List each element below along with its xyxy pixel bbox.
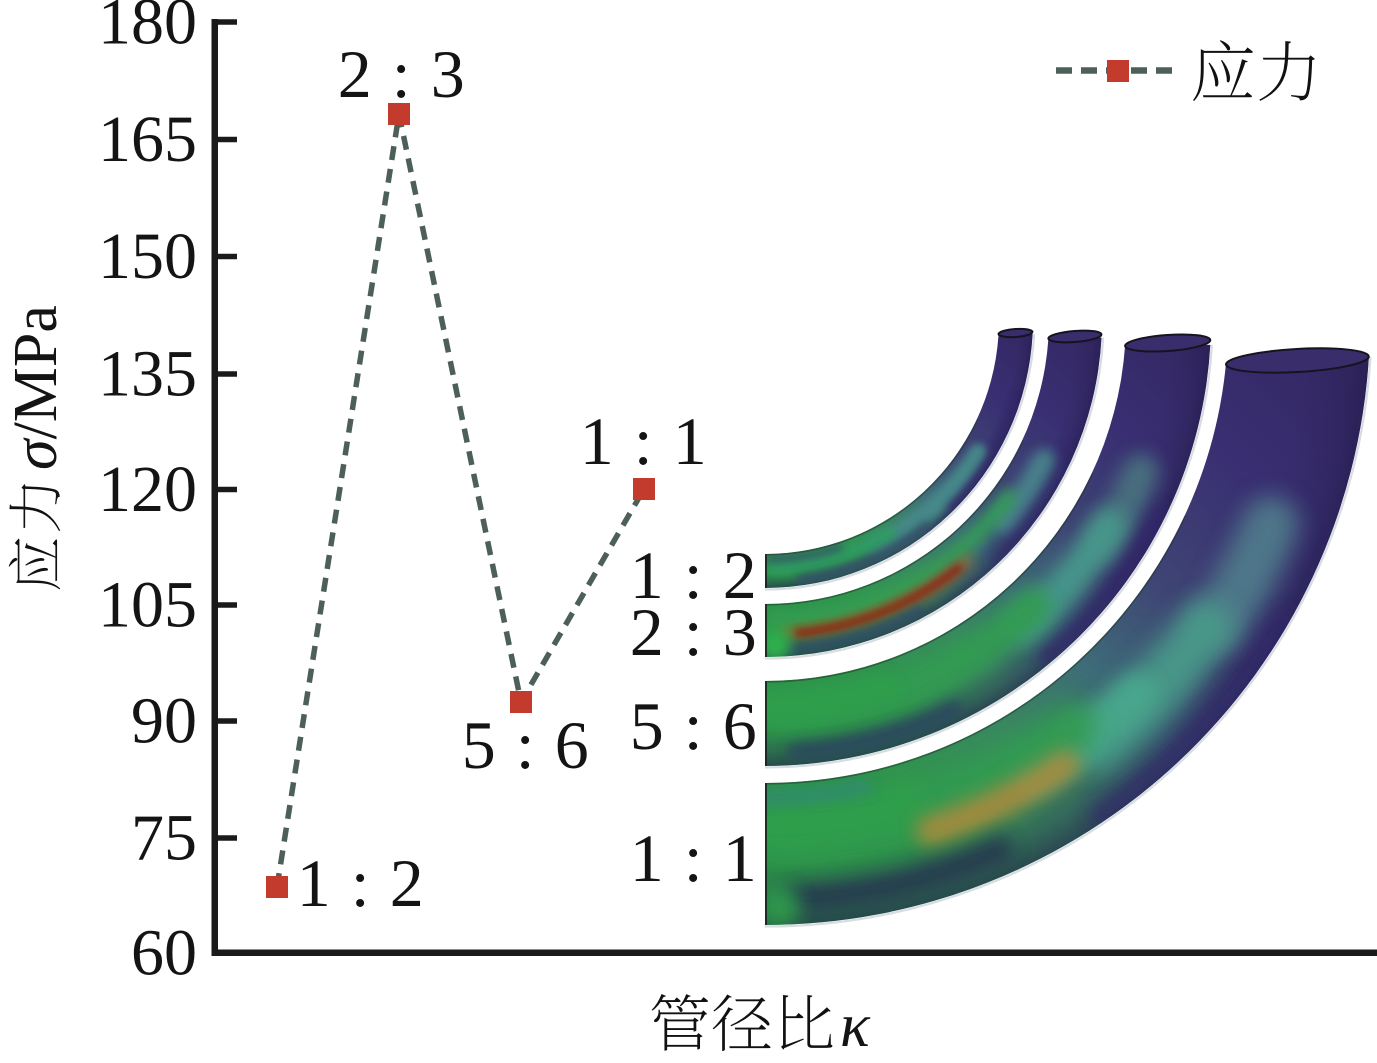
svg-text:135: 135	[98, 338, 197, 411]
svg-text:165: 165	[98, 103, 197, 176]
svg-text:2 : 3: 2 : 3	[338, 36, 466, 112]
svg-text:120: 120	[98, 453, 197, 526]
svg-text:60: 60	[131, 917, 197, 990]
svg-text:150: 150	[98, 220, 197, 293]
svg-text:105: 105	[98, 569, 197, 642]
svg-text:κ: κ	[840, 992, 871, 1058]
svg-text:90: 90	[131, 685, 197, 758]
svg-text:σ/MPa: σ/MPa	[2, 305, 70, 470]
svg-text:2 : 3: 2 : 3	[630, 594, 758, 670]
svg-text:1 : 2: 1 : 2	[297, 845, 425, 921]
svg-text:1 : 1: 1 : 1	[580, 403, 708, 479]
svg-text:5 : 6: 5 : 6	[462, 707, 590, 783]
svg-text:75: 75	[131, 802, 197, 875]
svg-text:180: 180	[98, 0, 197, 59]
svg-text:5 : 6: 5 : 6	[630, 688, 758, 764]
svg-text:1 : 1: 1 : 1	[630, 820, 758, 896]
